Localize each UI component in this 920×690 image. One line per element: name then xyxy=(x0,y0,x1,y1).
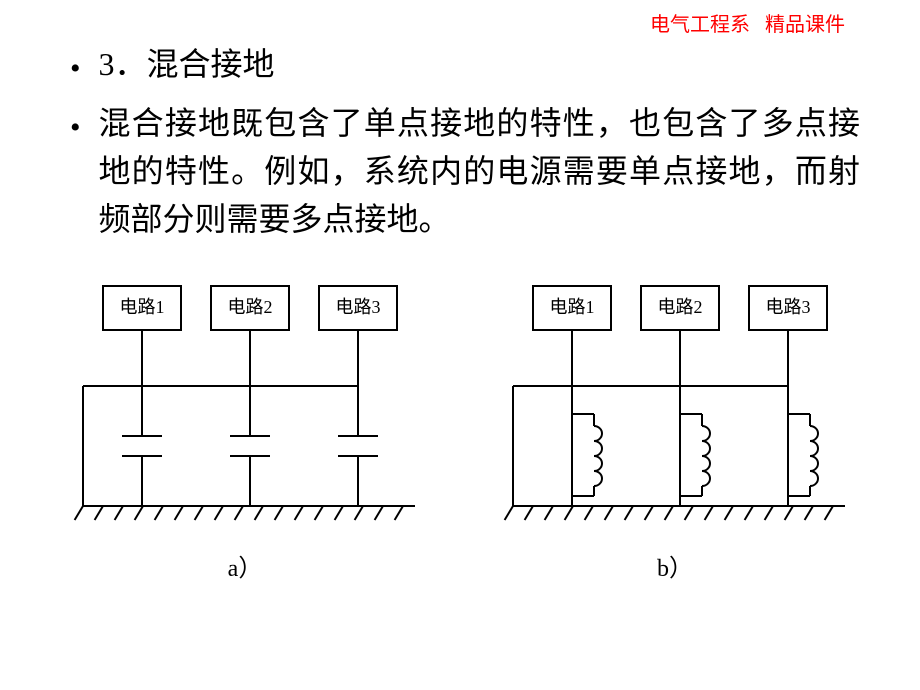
svg-text:电路2: 电路2 xyxy=(658,297,703,317)
diagrams-row: 电路1 电路2 电路3 a） 电路1 电路2 电路3 b） xyxy=(0,251,920,583)
svg-text:电路2: 电路2 xyxy=(228,297,273,317)
bullet-body-row: • 混合接地既包含了单点接地的特性，也包含了多点接地的特性。例如，系统内的电源需… xyxy=(70,99,860,243)
header-course: 精品课件 xyxy=(765,14,845,36)
diagram-a-label: a） xyxy=(228,548,263,583)
diagram-a-svg: 电路1 电路2 电路3 xyxy=(65,276,425,536)
diagram-b-svg: 电路1 电路2 电路3 xyxy=(495,276,855,536)
diagram-b-wrap: 电路1 电路2 电路3 b） xyxy=(495,276,855,583)
bullet-dot: • xyxy=(70,46,81,91)
svg-text:电路1: 电路1 xyxy=(120,297,165,317)
svg-text:电路3: 电路3 xyxy=(766,297,811,317)
bullet-title-row: • 3．混合接地 xyxy=(70,40,860,91)
bullet-body-text: 混合接地既包含了单点接地的特性，也包含了多点接地的特性。例如，系统内的电源需要单… xyxy=(99,99,860,243)
diagram-b-label: b） xyxy=(657,548,693,583)
diagram-a-wrap: 电路1 电路2 电路3 a） xyxy=(65,276,425,583)
svg-text:电路1: 电路1 xyxy=(550,297,595,317)
svg-text:电路3: 电路3 xyxy=(336,297,381,317)
bullet-title-text: 3．混合接地 xyxy=(99,40,275,88)
header-dept: 电气工程系 xyxy=(650,14,750,36)
bullet-dot: • xyxy=(70,105,81,150)
header-label: 电气工程系 精品课件 xyxy=(650,12,850,38)
